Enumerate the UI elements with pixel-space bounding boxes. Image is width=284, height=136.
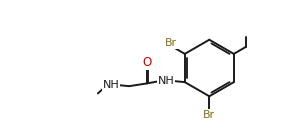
Text: NH: NH [103, 80, 119, 90]
Text: NH: NH [158, 76, 174, 86]
Text: Br: Br [203, 110, 215, 120]
Text: O: O [142, 56, 151, 69]
Text: Br: Br [165, 38, 177, 48]
